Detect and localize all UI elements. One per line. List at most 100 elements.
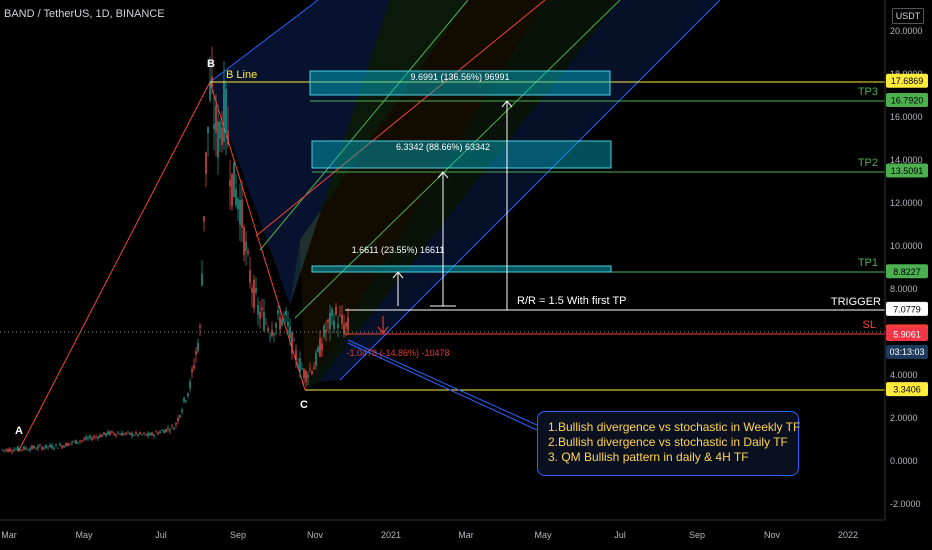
candle-body — [165, 429, 167, 432]
candle-body — [95, 436, 97, 438]
candle-body — [213, 124, 215, 130]
tp1-label: TP1 — [858, 257, 878, 269]
candle-body — [57, 447, 59, 449]
candle-body — [209, 82, 211, 101]
candle-body — [167, 428, 169, 430]
candle-body — [85, 436, 87, 440]
candle-body — [151, 432, 153, 436]
candle-body — [255, 288, 257, 293]
trigger-label: TRIGGER — [831, 296, 881, 308]
y-tick-label: 0.0000 — [890, 456, 918, 466]
candle-body — [345, 322, 347, 327]
candle-body — [185, 400, 187, 402]
candle-body — [97, 436, 99, 439]
candle-body — [257, 304, 259, 315]
y-tick-label: 12.0000 — [890, 198, 923, 208]
candle-body — [333, 320, 335, 329]
candle-body — [325, 330, 327, 333]
candle-body — [217, 121, 219, 158]
candle-body — [263, 311, 265, 331]
candle-body — [317, 347, 319, 352]
candle-body — [163, 430, 165, 434]
candle-body — [339, 314, 341, 316]
pivot-a-label: A — [15, 425, 23, 437]
candle-body — [111, 431, 113, 433]
currency-badge[interactable]: USDT — [892, 8, 924, 24]
candle-body — [147, 432, 149, 436]
y-tick-label: 16.0000 — [890, 112, 923, 122]
level-5-tag-label: 17.6869 — [891, 76, 924, 86]
sl-label: SL — [863, 319, 876, 331]
candle-body — [17, 446, 19, 451]
candle-body — [295, 350, 297, 360]
candle-body — [153, 434, 155, 437]
candle-body — [253, 279, 255, 309]
candle-body — [183, 397, 185, 402]
candle-body — [283, 313, 285, 315]
candle-body — [273, 333, 275, 336]
candle-body — [341, 315, 343, 324]
tp1-measure-box — [311, 265, 612, 273]
time-axis[interactable] — [0, 520, 932, 550]
y-tick-label: 8.0000 — [890, 284, 918, 294]
candle-body — [1, 449, 3, 451]
candle-body — [161, 430, 163, 432]
candle-body — [135, 432, 137, 434]
candle-body — [75, 439, 77, 445]
candle-body — [51, 445, 53, 449]
x-tick-label: Sep — [230, 530, 246, 540]
level-6-tag-label: 3.3406 — [893, 385, 921, 395]
candle-body — [269, 335, 271, 337]
b-line-label: B Line — [226, 69, 257, 81]
level-3-tag — [886, 301, 928, 316]
candle-body — [11, 451, 13, 452]
x-tick-label: Jul — [155, 530, 167, 540]
candle-body — [21, 449, 23, 451]
candle-body — [215, 105, 217, 133]
candle-body — [301, 367, 303, 370]
y-tick-label: 2.0000 — [890, 413, 918, 423]
candle-body — [101, 434, 103, 437]
candle-body — [45, 444, 47, 449]
candle-body — [39, 445, 41, 446]
candle-body — [131, 433, 133, 437]
tp2-label: TP2 — [858, 157, 878, 169]
candle-body — [33, 446, 35, 449]
candle-body — [259, 311, 261, 319]
level-3-tag-label: 7.0779 — [893, 304, 921, 314]
candle-body — [53, 448, 55, 449]
candle-body — [189, 381, 191, 389]
sl-measure-label: -1.0478 (-14.86%) -10478 — [346, 348, 449, 358]
candle-body — [223, 80, 225, 143]
rr-label: R/R = 1.5 With first TP — [517, 295, 627, 307]
x-tick-label: 2021 — [381, 530, 401, 540]
candle-body — [307, 374, 309, 378]
candle-body — [25, 447, 27, 449]
candle-body — [31, 445, 33, 449]
candle-body — [289, 326, 291, 338]
candle-body — [91, 438, 93, 440]
level-0-tag-label: 16.7920 — [891, 95, 924, 105]
candle-body — [245, 241, 247, 252]
level-2-tag — [886, 264, 928, 279]
candle-body — [201, 273, 203, 286]
candle-body — [249, 270, 251, 283]
candle-body — [309, 368, 311, 370]
candle-body — [117, 433, 119, 435]
candle-body — [143, 433, 145, 434]
measure-arrows — [392, 100, 517, 311]
candle-body — [139, 432, 141, 435]
y-tick-label: -2.0000 — [890, 499, 921, 509]
candle-body — [279, 317, 281, 330]
candle-body — [43, 447, 45, 449]
candle-body — [123, 433, 125, 435]
candle-body — [29, 448, 31, 451]
symbol-title[interactable]: BAND / TetherUS, 1D, BINANCE — [4, 8, 165, 20]
x-tick-label: Nov — [307, 530, 324, 540]
candle-body — [303, 369, 305, 379]
candle-body — [121, 432, 123, 436]
x-tick-label: 2022 — [838, 530, 858, 540]
candle-body — [23, 446, 25, 450]
candle-body — [115, 434, 117, 436]
